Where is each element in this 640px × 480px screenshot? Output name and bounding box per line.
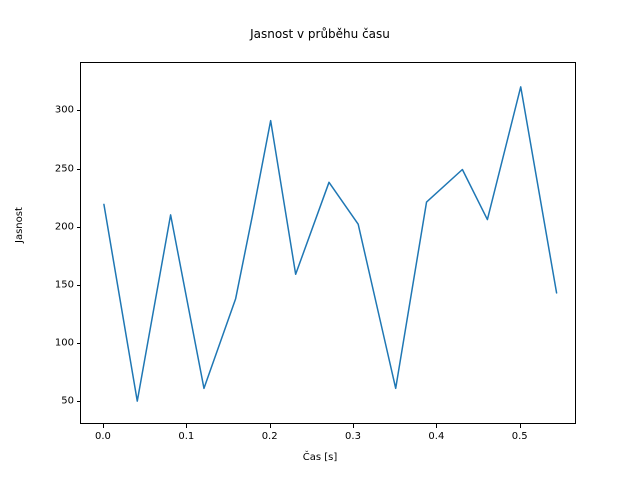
chart-title: Jasnost v průběhu času <box>250 27 390 41</box>
x-tick-mark <box>436 424 438 428</box>
x-axis-label: Čas [s] <box>302 452 338 463</box>
data-series-line <box>103 86 558 402</box>
y-tick-mark <box>76 168 80 170</box>
y-tick-mark <box>76 284 80 286</box>
y-tick-label: 150 <box>54 279 74 291</box>
y-axis-label: Jasnost <box>14 207 25 243</box>
y-tick-label: 100 <box>54 337 74 349</box>
y-tick-label: 50 <box>61 395 74 407</box>
x-tick-label: 0.0 <box>94 431 111 442</box>
y-tick-label: 250 <box>54 163 74 174</box>
x-tick-label: 0.3 <box>345 431 361 442</box>
x-tick-label: 0.4 <box>428 431 445 442</box>
y-tick-mark <box>76 226 80 228</box>
y-tick-mark <box>76 110 80 112</box>
x-tick-mark <box>186 424 188 428</box>
y-tick-label: 300 <box>54 104 74 116</box>
x-tick-mark <box>519 424 521 428</box>
x-tick-mark <box>353 424 354 428</box>
x-tick-mark <box>102 424 104 428</box>
y-tick-mark <box>76 401 80 403</box>
y-tick-label: 200 <box>54 221 74 233</box>
plot-area <box>80 62 576 424</box>
x-tick-label: 0.5 <box>511 431 528 442</box>
x-tick-mark <box>269 424 271 428</box>
x-tick-label: 0.2 <box>261 431 278 442</box>
x-tick-label: 0.1 <box>178 431 195 442</box>
y-tick-mark <box>76 343 80 345</box>
plot-svg <box>103 86 558 402</box>
